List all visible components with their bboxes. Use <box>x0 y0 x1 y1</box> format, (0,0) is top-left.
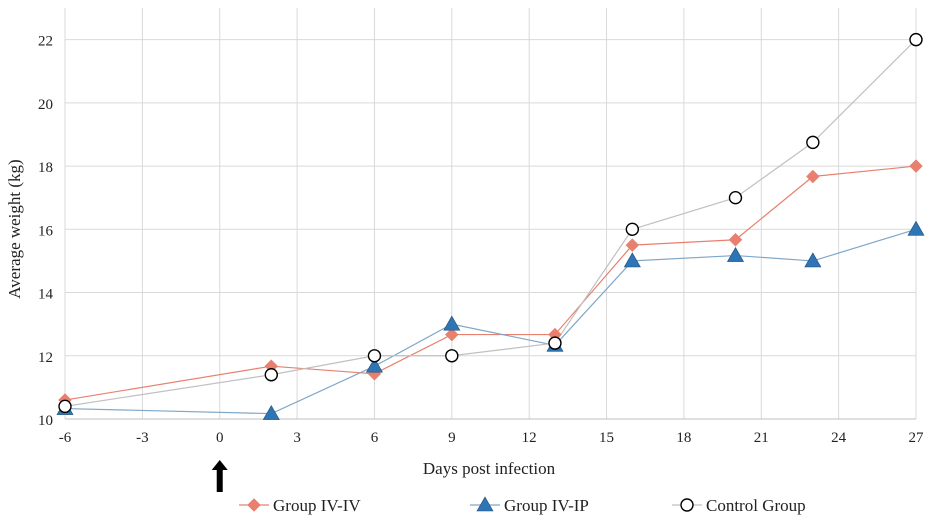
data-point-group-iv-iv <box>625 238 640 252</box>
data-point-control-group <box>909 32 923 47</box>
data-point-group-iv-ip <box>443 315 461 331</box>
x-axis-title: Days post infection <box>423 459 556 478</box>
data-point-group-iv-iv <box>444 327 459 342</box>
y-tick-label: 18 <box>38 160 53 176</box>
data-point-group-iv-ip <box>623 252 641 268</box>
x-tick-label: 21 <box>754 430 769 446</box>
data-point-control-group <box>445 349 459 363</box>
data-point-control-group <box>58 399 72 414</box>
data-point-control-group <box>548 336 562 350</box>
x-tick-label: 0 <box>216 430 224 446</box>
x-tick-label: 27 <box>909 430 925 446</box>
series-line-group-iv-ip <box>64 228 917 415</box>
series <box>56 32 925 420</box>
x-tick-label: 6 <box>371 430 379 446</box>
x-tick-label: 12 <box>522 430 537 446</box>
annotations <box>211 460 228 492</box>
x-tick-label: 18 <box>676 430 691 446</box>
axes: -6 -3 0 3 6 9 12 15 18 21 24 27 10 12 14 16 18 20 22 <box>38 34 924 446</box>
data-point-group-iv-ip <box>907 220 925 236</box>
y-tick-label: 12 <box>38 350 53 366</box>
x-tick-label: 3 <box>293 430 301 446</box>
series-line-group-iv-iv <box>64 165 917 401</box>
legend-label: Group IV-IV <box>273 496 361 515</box>
data-point-group-iv-iv <box>805 169 820 184</box>
data-point-control-group <box>806 135 820 150</box>
y-axis-title: Average weight (kg) <box>5 159 24 298</box>
data-point-group-iv-ip <box>804 252 822 268</box>
x-tick-label: -3 <box>136 430 149 446</box>
y-tick-label: 10 <box>38 413 53 429</box>
legend-label: Control Group <box>706 496 806 515</box>
y-tick-label: 14 <box>38 287 54 303</box>
y-tick-label: 16 <box>38 223 54 239</box>
legend-item-group-iv-ip: Group IV-IP <box>470 496 589 515</box>
y-tick-label: 22 <box>38 34 53 50</box>
infection-arrow-icon <box>211 460 228 492</box>
legend-label: Group IV-IP <box>504 496 589 515</box>
data-point-group-iv-ip <box>262 405 280 420</box>
data-point-group-iv-iv <box>728 232 743 247</box>
data-point-control-group <box>367 349 382 363</box>
data-point-group-iv-iv <box>909 159 923 173</box>
x-tick-label: -6 <box>59 430 72 446</box>
x-tick-label: 15 <box>599 430 614 446</box>
data-point-group-iv-ip <box>726 246 745 262</box>
legend: Group IV-IV Group IV-IP Control Group <box>239 496 806 515</box>
legend-marker <box>476 496 494 512</box>
data-point-control-group <box>625 222 640 237</box>
legend-marker <box>680 498 694 512</box>
data-point-group-iv-ip <box>365 357 383 373</box>
legend-item-control-group: Control Group <box>672 496 806 515</box>
gridlines <box>64 8 917 420</box>
data-point-control-group <box>728 190 743 205</box>
series-line-control-group <box>64 39 917 407</box>
legend-item-group-iv-iv: Group IV-IV <box>239 496 361 515</box>
legend-marker <box>247 498 261 512</box>
data-point-control-group <box>264 368 279 382</box>
x-tick-label: 24 <box>831 430 847 446</box>
x-tick-label: 9 <box>448 430 456 446</box>
y-tick-label: 20 <box>38 97 53 113</box>
